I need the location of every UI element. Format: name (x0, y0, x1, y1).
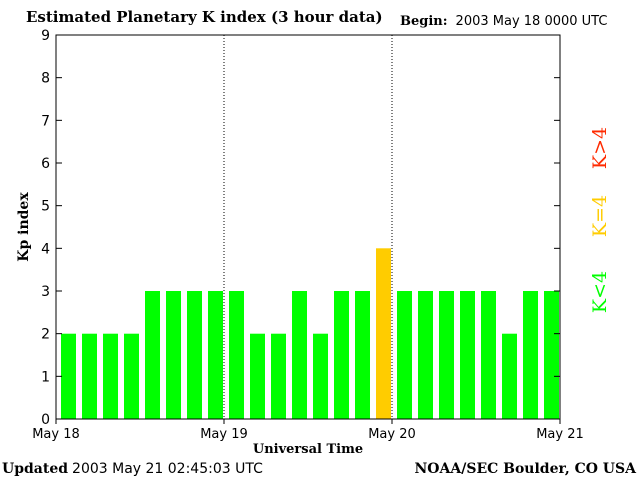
y-tick-label: 9 (41, 28, 50, 44)
y-axis-label: Kp index (16, 192, 32, 262)
kp-bar (208, 291, 223, 419)
kp-bar (460, 291, 475, 419)
kp-bar (334, 291, 349, 419)
chart-title: Estimated Planetary K index (3 hour data… (26, 8, 383, 26)
y-tick-label: 7 (41, 113, 50, 129)
y-tick-label: 2 (41, 327, 50, 343)
begin-time: Begin: 2003 May 18 0000 UTC (400, 14, 607, 29)
x-tick-label: May 21 (536, 427, 584, 442)
kp-bar (229, 291, 244, 419)
kp-bar (250, 333, 265, 419)
kp-bar (397, 291, 412, 419)
kp-bar (418, 291, 433, 419)
legend-mid-label: K=4 (589, 194, 611, 238)
kp-bar (292, 291, 307, 419)
kp-bar (187, 291, 202, 419)
x-axis: May 18 May 19 May 20 May 21 (32, 419, 584, 442)
x-tick-label: May 19 (200, 427, 248, 442)
updated-value: 2003 May 21 02:45:03 UTC (72, 461, 263, 477)
y-tick-label: 4 (41, 241, 50, 257)
y-tick-label: 5 (41, 199, 50, 215)
y-tick-label: 0 (41, 412, 50, 428)
kp-bar (355, 291, 370, 419)
updated-time: Updated 2003 May 21 02:45:03 UTC (2, 461, 263, 477)
kp-bar (313, 333, 328, 419)
x-axis-label: Universal Time (253, 442, 363, 457)
kp-bar (82, 333, 97, 419)
kp-bar (439, 291, 454, 419)
updated-label: Updated (2, 461, 69, 477)
kp-bar (523, 291, 538, 419)
x-tick-label: May 20 (368, 427, 416, 442)
x-tick-label: May 18 (32, 427, 80, 442)
legend-low-label: K<4 (589, 270, 611, 314)
kp-bar (271, 333, 286, 419)
day-separators (223, 35, 393, 419)
plot-frame (55, 34, 561, 420)
kp-bar (103, 333, 118, 419)
kp-bar (376, 248, 391, 419)
y-tick-label: 1 (41, 369, 50, 385)
kp-bar (124, 333, 139, 419)
y-axis: 0 1 2 3 4 5 6 7 8 9 (41, 28, 560, 428)
credit-line: NOAA/SEC Boulder, CO USA (414, 461, 637, 477)
y-tick-label: 6 (41, 156, 50, 172)
bars-group (61, 248, 559, 419)
y-tick-label: 8 (41, 71, 50, 87)
begin-label: Begin: (400, 14, 448, 29)
begin-value: 2003 May 18 0000 UTC (455, 14, 608, 29)
kp-bar (481, 291, 496, 419)
kp-bar (544, 291, 559, 419)
legend-high-label: K>4 (589, 126, 611, 170)
kp-bar (166, 291, 181, 419)
kp-bar (502, 333, 517, 419)
kp-bar (145, 291, 160, 419)
y-tick-label: 3 (41, 284, 50, 300)
kp-bar (61, 333, 76, 419)
